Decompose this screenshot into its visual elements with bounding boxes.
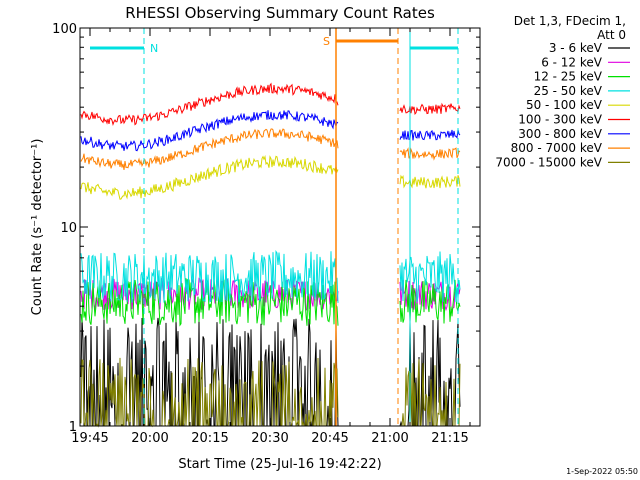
legend-label: 25 - 50 keV xyxy=(534,84,603,98)
series-line xyxy=(80,249,339,303)
legend-label: 50 - 100 keV xyxy=(526,98,603,112)
series-line xyxy=(80,278,339,327)
x-tick-label: 21:00 xyxy=(371,431,408,446)
y-axis-label: Count Rate (s⁻¹ detector⁻¹) xyxy=(30,139,45,316)
legend-label: 800 - 7000 keV xyxy=(511,141,603,155)
series-line xyxy=(80,110,339,152)
legend-label: 300 - 800 keV xyxy=(518,127,602,141)
date-stamp: 1-Sep-2022 05:50 xyxy=(566,467,638,476)
x-tick-label: 20:15 xyxy=(191,431,228,446)
legend-header-line1: Det 1,3, FDecim 1, xyxy=(514,14,626,28)
night-label: N xyxy=(150,42,158,55)
series-line xyxy=(80,154,339,200)
x-tick-label: 20:00 xyxy=(131,431,168,446)
y-tick-label: 1 xyxy=(69,420,77,435)
legend-label: 100 - 300 keV xyxy=(518,113,602,127)
legend-header-line2: Att 0 xyxy=(597,28,626,42)
legend-label: 7000 - 15000 keV xyxy=(495,155,602,169)
interval-markers: NS xyxy=(90,28,459,426)
x-tick-label: 19:45 xyxy=(71,431,108,446)
legend-label: 12 - 25 keV xyxy=(534,70,603,84)
x-tick-label: 20:45 xyxy=(311,431,348,446)
saa-label: S xyxy=(323,35,330,48)
series-line xyxy=(80,128,339,170)
series-line xyxy=(80,82,339,126)
chart-title: RHESSI Observing Summary Count Rates xyxy=(125,4,435,22)
y-tick-label: 10 xyxy=(60,221,77,236)
axes: 19:45 20:00 20:15 20:30 20:45 21:00 21:15 1 10 10… xyxy=(52,22,480,446)
y-tick-label: 100 xyxy=(52,22,77,37)
x-axis-label: Start Time (25-Jul-16 19:42:22) xyxy=(178,457,381,472)
x-tick-label: 20:30 xyxy=(251,431,288,446)
legend-label: 6 - 12 keV xyxy=(541,55,603,69)
legend-label: 3 - 6 keV xyxy=(549,41,603,55)
x-tick-label: 21:15 xyxy=(431,431,468,446)
